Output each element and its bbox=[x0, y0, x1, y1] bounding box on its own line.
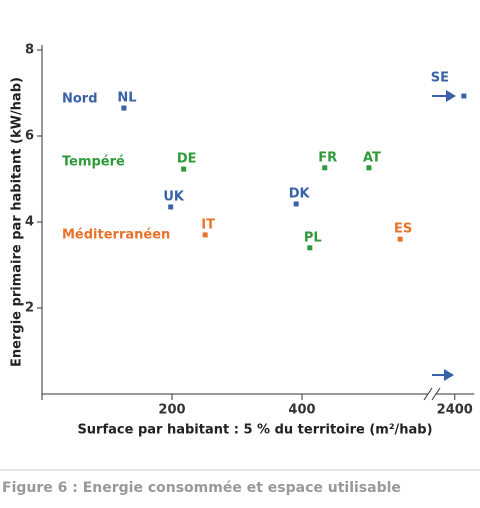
point bbox=[307, 245, 313, 251]
point-label: NL bbox=[117, 91, 136, 106]
point-label: SE bbox=[431, 71, 449, 86]
y-tick-label: 6 bbox=[25, 129, 34, 144]
point bbox=[202, 232, 208, 238]
point bbox=[181, 166, 187, 172]
point-label: PL bbox=[304, 230, 322, 245]
point-label: DK bbox=[289, 186, 311, 201]
point bbox=[397, 236, 403, 242]
point bbox=[168, 204, 174, 210]
point bbox=[121, 105, 127, 111]
legend-label: Méditerranéen bbox=[62, 228, 170, 243]
point bbox=[293, 201, 299, 207]
point-label: UK bbox=[163, 189, 185, 204]
y-tick-label: 4 bbox=[25, 215, 34, 230]
y-tick-label: 8 bbox=[25, 43, 34, 58]
arrows bbox=[432, 90, 456, 381]
point-label: DE bbox=[177, 152, 197, 167]
point-label: ES bbox=[394, 222, 412, 237]
y-tick-label: 2 bbox=[25, 301, 34, 316]
point-label: IT bbox=[201, 217, 215, 232]
x-tick-label: 200 bbox=[158, 403, 185, 418]
point-label: FR bbox=[318, 150, 337, 165]
point bbox=[461, 93, 467, 99]
x-axis-title: Surface par habitant : 5 % du territoire… bbox=[77, 423, 432, 438]
caption: Figure 6 : Energie consommée et espace u… bbox=[2, 480, 401, 496]
axis-break bbox=[423, 387, 433, 401]
legend-label: Tempéré bbox=[62, 155, 125, 170]
axis-break bbox=[431, 387, 441, 401]
point bbox=[322, 165, 328, 171]
x-tick-label: 2400 bbox=[437, 403, 473, 418]
x-tick-label: 400 bbox=[288, 403, 315, 418]
point-label: AT bbox=[363, 150, 381, 165]
point bbox=[366, 165, 372, 171]
y-axis-title: Energie primaire par habitant (kW/hab) bbox=[10, 77, 25, 367]
legend-label: Nord bbox=[62, 92, 98, 107]
